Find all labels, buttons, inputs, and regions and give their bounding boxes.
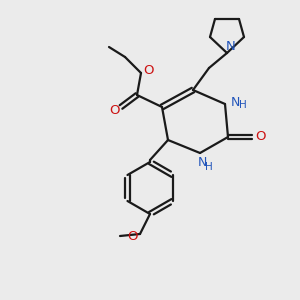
Text: H: H [205,162,213,172]
Text: O: O [255,130,265,143]
Text: O: O [128,230,138,244]
Text: N: N [226,40,236,53]
Text: N: N [197,157,207,169]
Text: N: N [230,95,240,109]
Text: O: O [144,64,154,76]
Text: H: H [239,100,247,110]
Text: O: O [109,104,119,118]
